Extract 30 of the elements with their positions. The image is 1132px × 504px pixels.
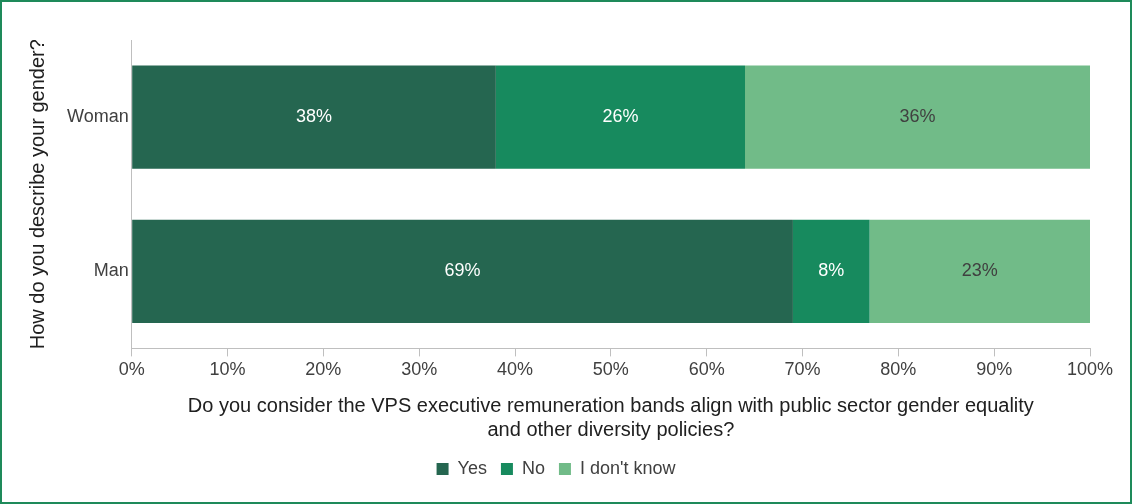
y-tick-label: Man: [93, 260, 129, 281]
y-axis-title: How do you describe your gender?: [25, 39, 48, 350]
x-tick-label: 100%: [1066, 359, 1114, 380]
x-tick-label: 60%: [688, 359, 725, 380]
x-axis-title: Do you consider the VPS executive remuneration bands align with public sector gender equality and other diversity policies?: [187, 393, 1034, 440]
bar: [132, 219, 793, 323]
legend-label: No: [521, 457, 545, 478]
x-tick-label: 40%: [497, 359, 534, 380]
bar: [132, 65, 496, 169]
bar: [495, 65, 746, 169]
bar: [869, 219, 1090, 323]
x-tick-label: 20%: [305, 359, 342, 380]
x-tick-label: 10%: [209, 359, 246, 380]
data-label: 8%: [818, 260, 845, 281]
x-tick-label: 30%: [401, 359, 438, 380]
data-label: 38%: [296, 106, 333, 127]
data-label: 69%: [444, 260, 481, 281]
x-tick-label: 50%: [592, 359, 629, 380]
bar: [745, 65, 1090, 169]
data-label: 26%: [602, 106, 639, 127]
x-tick-label: 90%: [976, 359, 1013, 380]
legend-label: Yes: [457, 457, 487, 478]
x-tick-label: 80%: [880, 359, 917, 380]
data-label: 36%: [899, 106, 936, 127]
legend-label: I don't know: [579, 457, 677, 478]
x-tick-label: 0%: [118, 359, 145, 380]
x-tick-label: 70%: [784, 359, 821, 380]
y-tick-label: Woman: [66, 106, 129, 127]
data-label: 23%: [961, 260, 998, 281]
bar: [792, 219, 870, 323]
